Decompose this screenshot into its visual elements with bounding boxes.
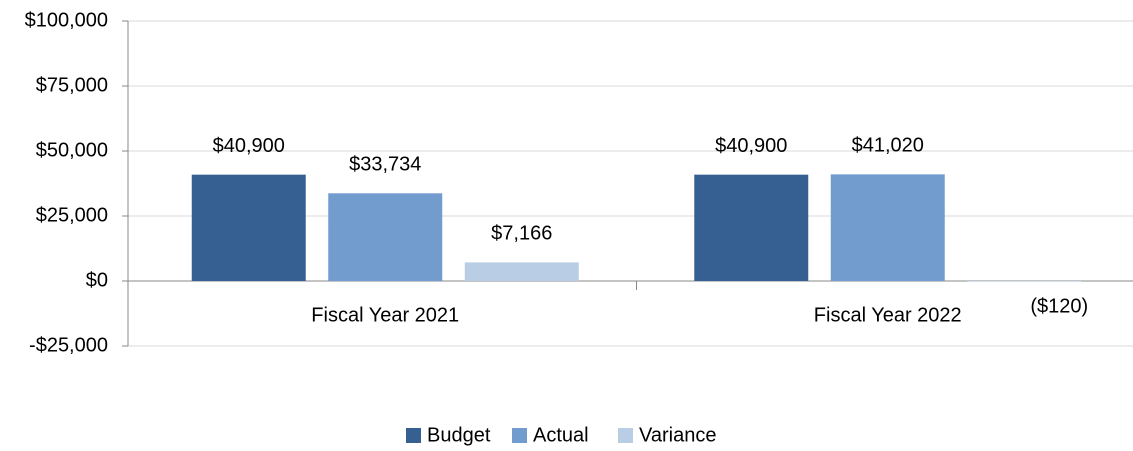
data-label: $40,900 bbox=[715, 135, 787, 157]
y-tick-label: $0 bbox=[86, 269, 108, 291]
data-label: ($120) bbox=[1030, 296, 1088, 318]
bar bbox=[464, 262, 579, 281]
legend-swatch bbox=[618, 428, 633, 443]
y-tick-label: $100,000 bbox=[25, 9, 108, 31]
legend-swatch bbox=[406, 428, 421, 443]
bar bbox=[967, 281, 1082, 282]
x-tick-label: Fiscal Year 2021 bbox=[311, 304, 459, 326]
y-tick-label: $25,000 bbox=[36, 204, 108, 226]
y-tick-label: -$25,000 bbox=[29, 334, 108, 356]
y-tick-label: $50,000 bbox=[36, 139, 108, 161]
bar bbox=[191, 174, 306, 281]
bar bbox=[328, 193, 443, 281]
bar bbox=[694, 174, 809, 281]
y-tick-label: $75,000 bbox=[36, 74, 108, 96]
legend-label: Budget bbox=[427, 424, 491, 446]
legend-label: Variance bbox=[639, 424, 716, 446]
legend-label: Actual bbox=[533, 424, 589, 446]
data-label: $7,166 bbox=[491, 223, 552, 245]
data-label: $33,734 bbox=[349, 154, 421, 176]
legend-swatch bbox=[512, 428, 527, 443]
bar bbox=[830, 174, 945, 281]
data-label: $40,900 bbox=[213, 135, 285, 157]
data-label: $41,020 bbox=[852, 135, 924, 157]
x-tick-label: Fiscal Year 2022 bbox=[814, 304, 962, 326]
